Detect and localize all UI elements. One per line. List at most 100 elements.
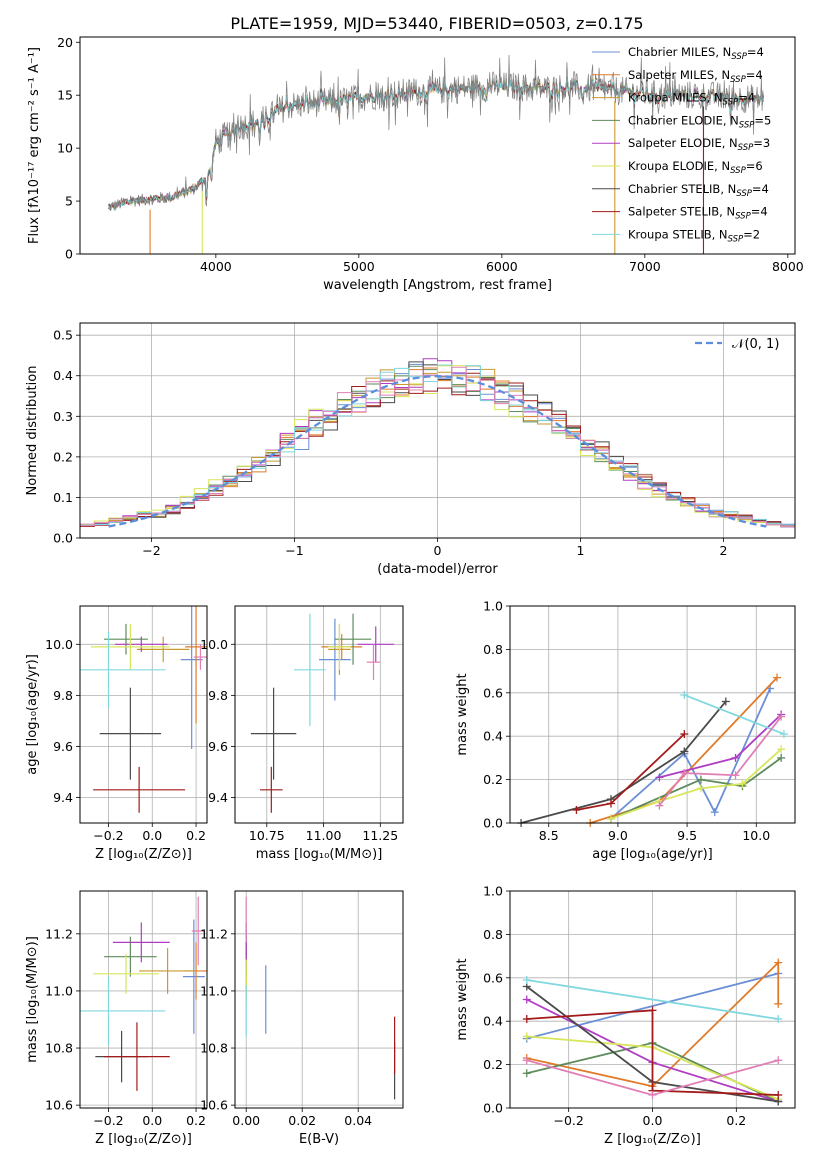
- legend-suffix: =4: [746, 68, 763, 82]
- x-tick-label: 0.2: [186, 1113, 206, 1128]
- y-tick-label: 0.0: [483, 1101, 503, 1116]
- x-tick-label: −0.2: [93, 1113, 123, 1128]
- y-tick-label: 10.6: [45, 1098, 73, 1113]
- y-tick-label: 5: [65, 194, 73, 209]
- x-axis-label: mass [log₁₀(M/M⊙)]: [256, 847, 383, 862]
- legend-text: Chabrier ELODIE, N: [628, 113, 739, 127]
- legend-entry: Salpeter MILES, NSSP=4: [628, 68, 763, 85]
- y-tick-label: 10: [57, 141, 73, 156]
- gaussian-curve: [108, 375, 767, 528]
- y-tick-label: 11.2: [45, 926, 73, 941]
- mw-Z-data: [522, 958, 783, 1106]
- y-tick-label: 0.2: [483, 1057, 503, 1072]
- y-tick-label: 0.6: [483, 970, 503, 985]
- x-tick-label: −2: [142, 543, 160, 558]
- mass-weight-line: [659, 713, 782, 779]
- y-tick-label: 10.6: [200, 1098, 228, 1113]
- x-tick-label: 5000: [343, 259, 375, 274]
- x-tick-label: 0.2: [726, 1113, 746, 1128]
- y-tick-label: 0.2: [53, 449, 73, 464]
- x-axis-label: wavelength [Angstrom, rest frame]: [323, 278, 552, 293]
- y-tick-label: 0.4: [483, 729, 503, 744]
- x-tick-label: 10.0: [742, 828, 770, 843]
- legend-text: Chabrier STELIB, N: [628, 182, 736, 196]
- figure-title: PLATE=1959, MJD=53440, FIBERID=0503, z=0…: [230, 14, 643, 33]
- y-axis-label: Flux [fλ10⁻¹⁷ erg cm⁻² s⁻¹ A⁻¹]: [27, 47, 42, 244]
- age-Z-panel: −0.2 0.0 0.2 9.4 9.6 9.8 10.0 Z [log₁₀(Z/Z⊙)] ag…: [25, 605, 208, 862]
- mass-Z-panel: −0.2 0.0 0.2 10.6 10.8 11.0 11.2 Z [log₁₀(Z/Z⊙)…: [25, 890, 208, 1147]
- legend-entry: Salpeter ELODIE, NSSP=3: [628, 136, 770, 153]
- mass-weight-line: [683, 694, 785, 735]
- legend-subscript: SSP: [736, 189, 752, 199]
- legend-subscript: SSP: [735, 212, 751, 222]
- mass-weight-line: [526, 979, 779, 1020]
- y-tick-label: 11.2: [200, 926, 228, 941]
- spectrum-data: [108, 54, 764, 254]
- x-tick-label: −0.2: [93, 828, 123, 843]
- legend-subscript: SSP: [738, 143, 754, 153]
- legend-suffix: =4: [747, 45, 764, 59]
- mass-weight-line: [610, 688, 771, 820]
- legend-entry: Chabrier ELODIE, NSSP=5: [628, 113, 771, 130]
- x-axis-label: age [log₁₀(age/yr)]: [592, 847, 713, 862]
- x-tick-label: 0.2: [186, 828, 206, 843]
- y-axis-label: Normed distribution: [25, 366, 40, 496]
- legend-text: Salpeter STELIB, N: [628, 205, 735, 219]
- y-tick-label: 1.0: [483, 599, 503, 614]
- age-mass-data: [250, 613, 394, 813]
- legend-suffix: =4: [738, 91, 755, 105]
- axes-frame: [509, 890, 796, 1109]
- y-tick-label: 15: [57, 88, 73, 103]
- mass-weight-line: [526, 1009, 779, 1096]
- x-tick-label: 4000: [200, 259, 232, 274]
- y-tick-label: 0.6: [483, 685, 503, 700]
- x-tick-label: 7000: [629, 259, 661, 274]
- axes-frame: [79, 322, 796, 539]
- y-tick-label: 0.4: [53, 368, 73, 383]
- legend-entry: Salpeter STELIB, NSSP=4: [628, 205, 768, 222]
- y-tick-label: 0.5: [53, 328, 73, 343]
- legend-text: Salpeter ELODIE, N: [628, 136, 738, 150]
- y-tick-label: 9.8: [53, 688, 73, 703]
- y-tick-label: 0.8: [483, 927, 503, 942]
- y-tick-label: 0: [65, 247, 73, 262]
- x-axis-label: (data-model)/error: [377, 562, 498, 577]
- mw-Z-axes: −0.2 0.0 0.2 0.0 0.2 0.4 0.6 0.8 1.0 Z [log₁₀(Z/Z…: [455, 884, 795, 1147]
- legend-entry: Chabrier MILES, NSSP=4: [628, 45, 764, 62]
- x-tick-label: −1: [285, 543, 303, 558]
- legend-entry: Kroupa STELIB, NSSP=2: [628, 227, 760, 244]
- x-tick-label: 1: [577, 543, 585, 558]
- y-tick-label: 9.8: [208, 688, 228, 703]
- x-tick-label: 8.5: [539, 828, 559, 843]
- axes-frame: [234, 890, 404, 1109]
- legend-entry: 𝒩(0, 1): [732, 337, 779, 352]
- y-axis-label: mass weight: [455, 958, 470, 1040]
- y-tick-label: 11.0: [200, 983, 228, 998]
- y-tick-label: 0.0: [53, 531, 73, 546]
- y-tick-label: 9.6: [208, 739, 228, 754]
- x-axis-label: Z [log₁₀(Z/Z⊙)]: [95, 1132, 192, 1147]
- mw-Z-panel: −0.2 0.0 0.2 0.0 0.2 0.4 0.6 0.8 1.0 Z [log₁₀(Z/Z…: [455, 884, 796, 1147]
- mass-EBV-axes: 0.00 0.02 0.04 10.6 10.8 11.0 11.2 E(B-V): [200, 891, 403, 1147]
- legend-entry: Kroupa ELODIE, NSSP=6: [628, 159, 763, 176]
- legend-suffix: =5: [754, 113, 771, 127]
- x-tick-label: 9.5: [677, 828, 697, 843]
- y-tick-label: 1.0: [483, 884, 503, 899]
- legend-text: Kroupa STELIB, N: [628, 227, 728, 241]
- mass-weight-line: [520, 700, 727, 824]
- mass-weight-line: [526, 972, 779, 1040]
- axes-frame: [79, 605, 208, 824]
- mass-weight-line: [610, 757, 782, 820]
- age-Z-axes: −0.2 0.0 0.2 9.4 9.6 9.8 10.0 Z [log₁₀(Z/Z⊙)] ag…: [25, 606, 207, 862]
- y-tick-label: 10.8: [200, 1041, 228, 1056]
- y-tick-label: 9.4: [53, 790, 73, 805]
- x-tick-label: 9.0: [608, 828, 628, 843]
- legend-suffix: =2: [743, 227, 760, 241]
- observed-spectrum-line: [108, 54, 764, 211]
- mass-Z-axes: −0.2 0.0 0.2 10.6 10.8 11.0 11.2 Z [log₁₀(Z/Z⊙)…: [25, 891, 207, 1147]
- y-tick-label: 0.0: [483, 816, 503, 831]
- x-tick-label: 0.0: [142, 828, 162, 843]
- y-tick-label: 0.4: [483, 1014, 503, 1029]
- mw-age-axes: 8.5 9.0 9.5 10.0 0.0 0.2 0.4 0.6 0.8 1.0 age [log₁…: [455, 599, 795, 862]
